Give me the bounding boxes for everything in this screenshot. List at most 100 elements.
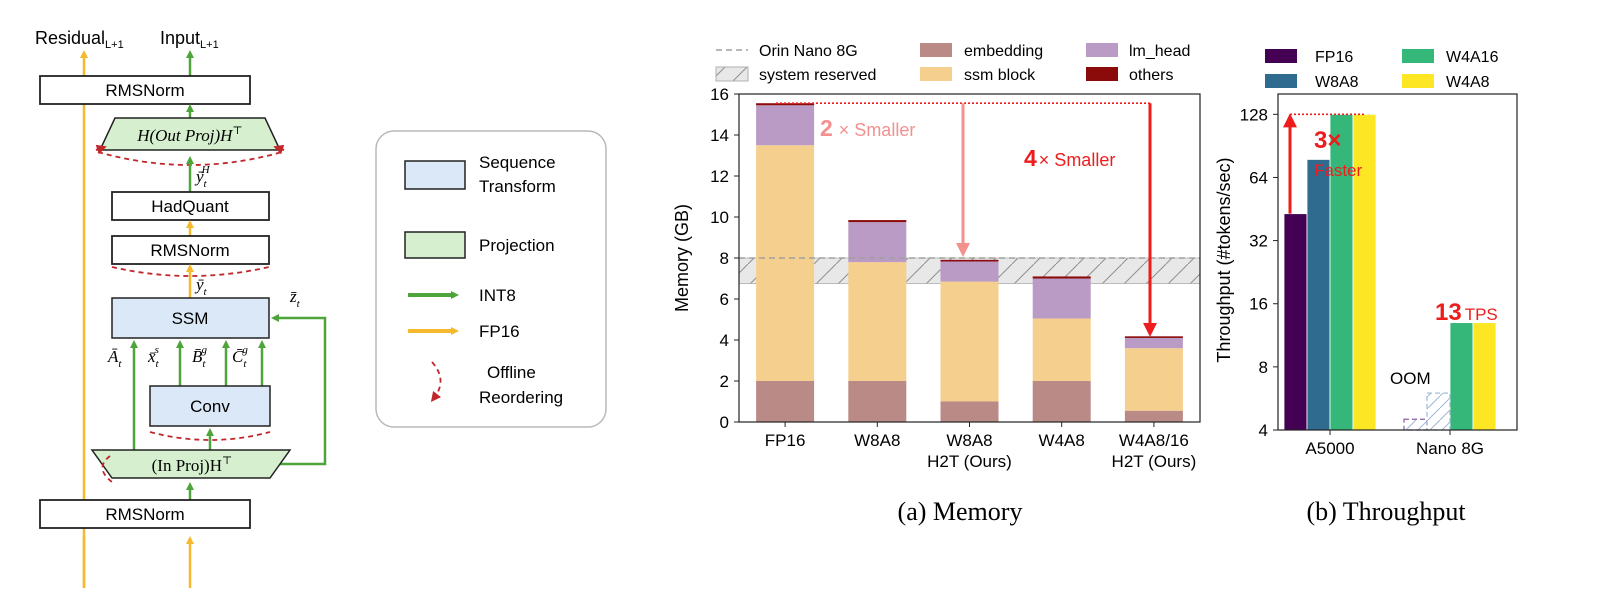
rmsnorm-bottom-box xyxy=(39,499,251,529)
memory-y-tick-label: 4 xyxy=(720,331,729,350)
memory-bar-lm-head xyxy=(848,222,907,263)
throughput-x-tick-label: A5000 xyxy=(1305,439,1354,458)
legend-proj-swatch xyxy=(404,231,466,259)
two-x-annotation: 2 × Smaller xyxy=(820,115,915,141)
z-label: z̄t xyxy=(289,287,301,310)
oom-placeholder-bar xyxy=(1426,392,1451,431)
memory-bar-ssm-block xyxy=(1124,348,1183,411)
legend-proj-label: Projection xyxy=(479,236,555,255)
memory-bar-others xyxy=(756,103,815,106)
memory-x-tick-label: W8A8 xyxy=(946,431,992,450)
legend-w4a16-swatch xyxy=(1402,49,1434,63)
residual-label: ResidualL+1 xyxy=(35,28,124,51)
legend-seq-label-1: Sequence xyxy=(479,153,556,172)
faster-annotation: Faster xyxy=(1314,161,1363,180)
legend-int8-label: INT8 xyxy=(479,286,516,305)
diagram-legend: Sequence Transform Projection INT8 FP16 … xyxy=(375,130,607,428)
memory-bar-others xyxy=(848,220,907,223)
memory-x-tick-label: H2T (Ours) xyxy=(927,452,1012,471)
memory-bar-lm-head xyxy=(1124,337,1183,349)
throughput-chart: FP16 W8A8 W4A16 W4A8 Throughput (#tokens… xyxy=(1214,49,1518,526)
memory-y-tick-label: 8 xyxy=(720,249,729,268)
throughput-bar-w4a8 xyxy=(1472,322,1497,431)
y-label: ȳt xyxy=(194,275,208,298)
legend-seq-label-2: Transform xyxy=(479,177,556,196)
memory-legend: Orin Nano 8G system reserved embedding s… xyxy=(715,43,1190,84)
rmsnorm-top-box xyxy=(39,75,251,105)
in-proj-label: (In Proj)H⊤ xyxy=(152,455,233,475)
rmsnorm-bottom-label: RMSNorm xyxy=(105,505,184,524)
legend-w8a8-swatch xyxy=(1265,74,1297,88)
throughput-y-tick-label: 128 xyxy=(1240,105,1268,124)
throughput-y-tick-label: 16 xyxy=(1249,295,1268,314)
throughput-bar-fp16 xyxy=(1283,213,1308,431)
memory-bar-ssm-block xyxy=(1032,318,1091,381)
memory-y-axis-label: Memory (GB) xyxy=(672,204,692,312)
in-proj-box xyxy=(90,449,292,479)
rmsnorm-top-label: RMSNorm xyxy=(105,81,184,100)
legend-reorder-icon xyxy=(430,361,442,402)
legend-seq-swatch xyxy=(404,160,466,190)
throughput-y-tick-label: 32 xyxy=(1249,232,1268,251)
legend-w4a8-swatch xyxy=(1402,74,1434,88)
memory-plot-area: FP16 W8A8 W8A8 H2T (Ours) W4A8 W4A8/16 H2T (Ou… xyxy=(710,85,1201,471)
oom-placeholder-bar xyxy=(1403,418,1428,431)
legend-ssm-label: ssm block xyxy=(964,67,1036,84)
memory-bar-embedding xyxy=(940,401,999,422)
throughput-y-axis-label: Throughput (#tokens/sec) xyxy=(1214,157,1234,362)
throughput-caption: (b) Throughput xyxy=(1306,497,1466,526)
memory-x-tick-label: FP16 xyxy=(765,431,806,450)
throughput-bar-w4a16 xyxy=(1449,322,1474,431)
y-h-label: ȳtH xyxy=(194,164,211,190)
throughput-y-tick-label: 8 xyxy=(1259,358,1268,377)
memory-x-tick-label: W4A8/16 xyxy=(1119,431,1189,450)
four-x-annotation: 4 × Smaller xyxy=(1024,145,1115,171)
memory-bar-embedding xyxy=(1124,410,1183,422)
memory-bar-ssm-block xyxy=(940,281,999,402)
memory-x-tick-label: W8A8 xyxy=(854,431,900,450)
memory-bar-ssm-block xyxy=(756,145,815,381)
memory-bar-embedding xyxy=(848,381,907,422)
memory-y-tick-label: 10 xyxy=(710,208,729,227)
three-x-annotation: 3× xyxy=(1314,127,1341,154)
throughput-axes-frame xyxy=(1277,93,1518,431)
legend-reorder-label-1: Offline xyxy=(487,363,536,382)
c-label: C̄tg xyxy=(232,344,248,370)
inproj-reorder-arc xyxy=(101,455,113,483)
legend-reserved-label: system reserved xyxy=(759,67,876,84)
legend-embedding-label: embedding xyxy=(964,43,1043,60)
legend-ssm-swatch xyxy=(920,67,952,81)
memory-x-tick-label: W4A8 xyxy=(1039,431,1085,450)
architecture-diagram: ResidualL+1 InputL+1 RMSNorm H(Out Proj)… xyxy=(35,28,327,588)
outproj-reorder-head-left xyxy=(95,144,107,155)
legend-w4a16-label: W4A16 xyxy=(1446,49,1499,66)
memory-y-tick-label: 16 xyxy=(710,85,729,104)
legend-w8a8-label: W8A8 xyxy=(1315,74,1359,91)
memory-bar-others xyxy=(1124,336,1183,338)
memory-bar-lm-head xyxy=(940,261,999,282)
throughput-legend: FP16 W8A8 W4A16 W4A8 xyxy=(1265,49,1499,91)
hadquant-label: HadQuant xyxy=(151,197,229,216)
input-label: InputL+1 xyxy=(160,28,219,51)
memory-y-tick-label: 6 xyxy=(720,290,729,309)
legend-orin-label: Orin Nano 8G xyxy=(759,43,858,60)
x-label: x̄ts xyxy=(147,344,160,370)
legend-w4a8-label: W4A8 xyxy=(1446,74,1490,91)
a-label: Āt xyxy=(107,347,122,370)
memory-bar-ssm-block xyxy=(848,262,907,381)
throughput-x-tick-label: Nano 8G xyxy=(1416,439,1484,458)
ssm-label: SSM xyxy=(172,309,209,328)
throughput-bar-w8a8 xyxy=(1306,159,1331,431)
legend-fp16-swatch xyxy=(1265,49,1297,63)
legend-reorder-label-2: Reordering xyxy=(479,388,563,407)
legend-frame xyxy=(375,130,607,428)
b-label: B̄tg xyxy=(192,344,207,370)
memory-x-tick-label: H2T (Ours) xyxy=(1112,452,1197,471)
memory-chart: Orin Nano 8G system reserved embedding s… xyxy=(672,43,1201,526)
memory-bar-embedding xyxy=(756,381,815,422)
conv-label: Conv xyxy=(190,397,230,416)
legend-embedding-swatch xyxy=(920,43,952,57)
rmsnorm-mid-box xyxy=(111,235,270,265)
z-path xyxy=(271,314,327,466)
